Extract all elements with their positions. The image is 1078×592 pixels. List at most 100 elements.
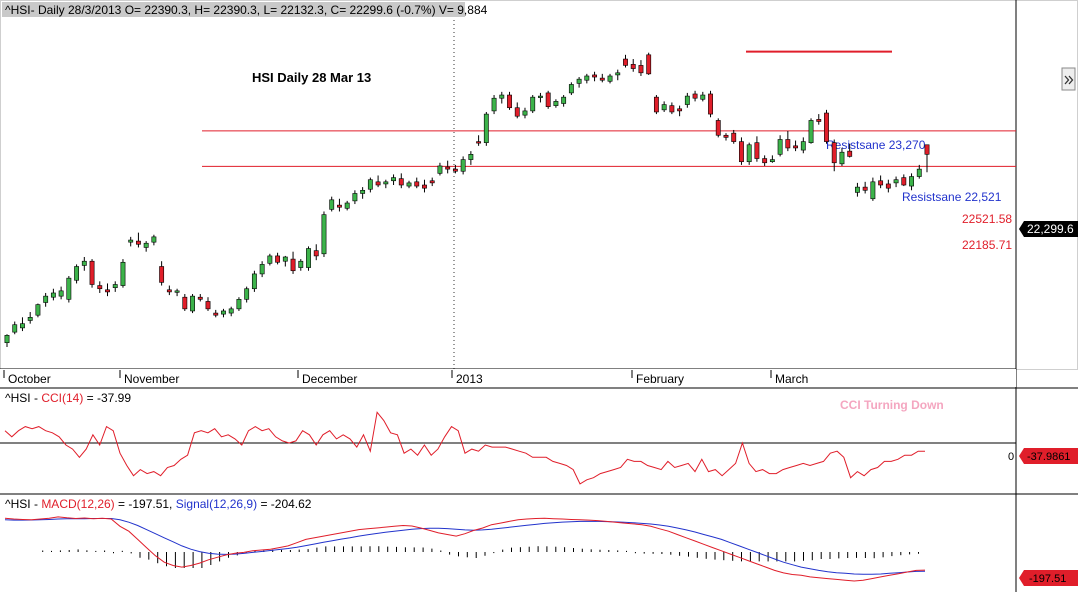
candle-up: [893, 179, 899, 184]
candle-up: [530, 96, 536, 112]
candle-up: [321, 214, 327, 255]
candle-down: [452, 168, 458, 172]
candle-down: [105, 289, 110, 293]
candle-up: [151, 236, 157, 243]
candle-up: [221, 310, 226, 315]
macd-label-value: = -197.51,: [115, 497, 176, 511]
x-label-october: October: [8, 372, 51, 386]
candle-down: [514, 107, 520, 117]
candle-up: [491, 97, 497, 112]
candle-up: [267, 255, 273, 264]
candle-up: [769, 159, 775, 163]
candle-up: [909, 176, 914, 187]
candle-up: [81, 260, 87, 266]
last-price-text: 22,299.6: [1027, 222, 1074, 236]
candle-down: [924, 144, 930, 155]
candle-up: [352, 193, 358, 202]
candle-down: [375, 181, 381, 186]
candle-down: [445, 166, 451, 170]
x-axis-band: [0, 369, 1016, 387]
macd-value-text: -197.51: [1029, 573, 1066, 585]
candle-down: [136, 240, 141, 245]
candle-up: [190, 295, 195, 312]
candle-down: [723, 134, 729, 138]
candle-down: [507, 94, 512, 109]
cci-panel-label: ^HSI - CCI(14) = -37.99: [5, 391, 131, 405]
candle-up: [391, 177, 396, 182]
candle-up: [460, 159, 466, 172]
candle-up: [553, 101, 559, 106]
candle-down: [885, 183, 891, 189]
candle-up: [35, 304, 41, 316]
signal-label-name: Signal(12,26,9): [176, 497, 257, 511]
candle-up: [120, 261, 126, 286]
candle-down: [831, 142, 837, 164]
candle-down: [677, 108, 683, 112]
candle-down: [592, 74, 597, 78]
candle-down: [653, 96, 659, 113]
candle-up: [561, 96, 567, 104]
candle-down: [275, 255, 281, 263]
candle-up: [468, 154, 474, 160]
x-axis-ticks: [3, 370, 772, 378]
cci-label-prefix: ^HSI -: [5, 391, 41, 405]
candle-up: [329, 199, 335, 210]
candle-down: [429, 180, 435, 184]
candle-down: [669, 105, 675, 113]
candle-up: [174, 290, 180, 293]
candle-up: [870, 181, 876, 200]
cci-zero-label: 0: [1008, 451, 1014, 463]
candle-down: [422, 184, 427, 189]
candle-up: [128, 239, 134, 243]
candle-down: [197, 296, 203, 300]
candle-up: [568, 84, 574, 94]
candle-down: [638, 65, 644, 74]
candle-down: [847, 150, 853, 157]
candle-up: [4, 335, 10, 344]
candle-up: [43, 295, 49, 303]
candle-up: [800, 141, 806, 151]
candle-down: [901, 177, 907, 186]
candle-down: [476, 141, 482, 144]
candle-up: [236, 299, 242, 310]
candle-up: [259, 264, 265, 275]
macd-label-name: MACD(12,26): [41, 497, 114, 511]
x-label-february: February: [636, 372, 684, 386]
candle-up: [58, 290, 64, 297]
candle-down: [599, 77, 605, 81]
candle-down: [337, 204, 342, 208]
candle-up: [306, 248, 311, 268]
candle-down: [313, 250, 319, 257]
scroll-button[interactable]: [1061, 67, 1076, 91]
candle-up: [538, 95, 543, 98]
candle-down: [166, 289, 172, 293]
candle-down: [824, 112, 829, 142]
candle-down: [793, 145, 798, 149]
candle-up: [344, 202, 350, 209]
signal-line: [4, 518, 926, 575]
candle-down: [205, 301, 211, 310]
candle-down: [754, 142, 760, 159]
candle-up: [808, 120, 814, 143]
candle-up: [700, 94, 706, 100]
candle-up: [282, 256, 288, 262]
macd-panel-label: ^HSI - MACD(12,26) = -197.51, Signal(12,…: [5, 497, 312, 511]
candle-down: [731, 132, 737, 142]
macd-line: [4, 516, 926, 582]
candle-down: [182, 296, 188, 310]
header-info-bg: [2, 2, 465, 17]
candle-up: [383, 181, 389, 185]
resistance-low-label: Resistsane 22,521: [902, 190, 1002, 204]
candle-up: [20, 323, 25, 329]
line-upper-value: 22521.58: [962, 212, 1012, 226]
header-info-text: ^HSI- Daily 28/3/2013 O= 22390.3, H= 223…: [5, 3, 488, 17]
candle-up: [437, 165, 443, 174]
candle-up: [522, 110, 528, 116]
line-lower-value: 22185.71: [962, 238, 1012, 252]
candle-up: [74, 266, 80, 281]
candle-down: [623, 58, 628, 66]
cci-note: CCI Turning Down: [840, 398, 944, 412]
